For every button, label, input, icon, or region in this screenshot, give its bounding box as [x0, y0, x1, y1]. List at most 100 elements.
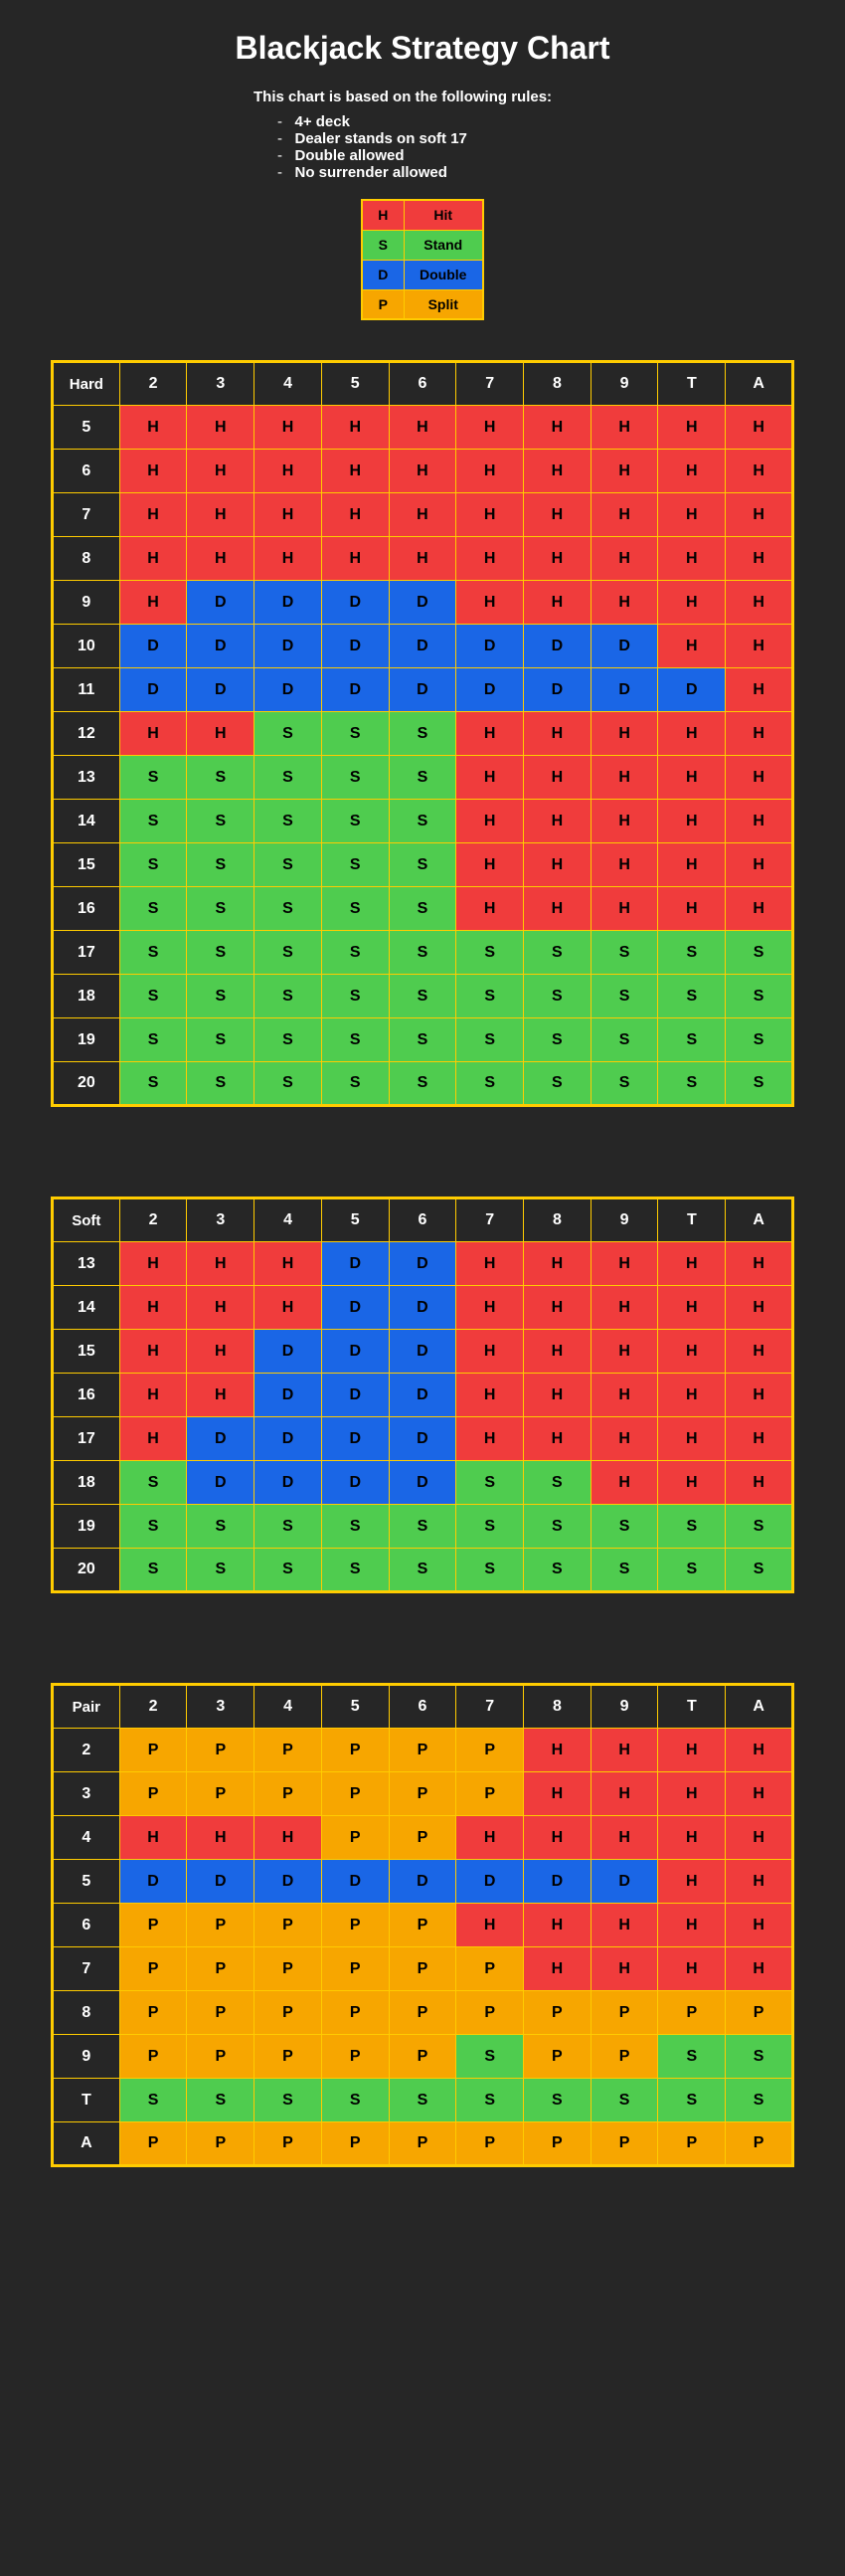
player-row-header: 2 [53, 1729, 120, 1772]
strategy-cell: S [524, 931, 592, 975]
strategy-cell: P [456, 1729, 524, 1772]
strategy-cell: P [187, 2035, 254, 2079]
strategy-cell: H [456, 712, 524, 756]
strategy-cell: S [119, 1505, 187, 1549]
strategy-cell: H [726, 1904, 793, 1947]
strategy-cell: S [119, 800, 187, 843]
player-row-header: 14 [53, 800, 120, 843]
strategy-cell: S [389, 712, 456, 756]
strategy-cell: S [187, 756, 254, 800]
strategy-cell: S [524, 1062, 592, 1106]
strategy-cell: P [389, 1904, 456, 1947]
player-row-header: A [53, 2122, 120, 2166]
strategy-cell: D [187, 1417, 254, 1461]
strategy-cell: S [119, 1461, 187, 1505]
strategy-cell: H [591, 1242, 658, 1286]
strategy-cell: H [726, 668, 793, 712]
strategy-cell: H [658, 800, 726, 843]
strategy-cell: H [591, 581, 658, 625]
player-row-header: 5 [53, 406, 120, 450]
player-row-header: 14 [53, 1286, 120, 1330]
strategy-cell: S [591, 975, 658, 1018]
strategy-cell: S [456, 1461, 524, 1505]
strategy-cell: S [591, 1549, 658, 1592]
strategy-cell: D [658, 668, 726, 712]
strategy-cell: H [591, 406, 658, 450]
dealer-col-header: 5 [321, 362, 389, 406]
strategy-cell: P [254, 2035, 322, 2079]
dealer-col-header: 7 [456, 1685, 524, 1729]
strategy-cell: P [119, 2035, 187, 2079]
strategy-cell: H [726, 493, 793, 537]
strategy-cell: S [321, 800, 389, 843]
strategy-cell: H [187, 537, 254, 581]
strategy-cell: S [254, 1505, 322, 1549]
dealer-col-header: 4 [254, 1685, 322, 1729]
strategy-cell: H [524, 1417, 592, 1461]
strategy-cell: S [524, 2079, 592, 2122]
strategy-cell: P [591, 2122, 658, 2166]
strategy-cell: H [456, 756, 524, 800]
strategy-cell: D [456, 625, 524, 668]
strategy-cell: D [187, 1860, 254, 1904]
strategy-cell: S [321, 843, 389, 887]
dealer-col-header: T [658, 362, 726, 406]
strategy-cell: P [591, 2035, 658, 2079]
strategy-cell: P [321, 2122, 389, 2166]
strategy-cell: S [726, 2035, 793, 2079]
strategy-cell: P [389, 1729, 456, 1772]
strategy-cell: S [726, 1062, 793, 1106]
strategy-cell: H [524, 1374, 592, 1417]
rules-block: This chart is based on the following rul… [254, 89, 592, 181]
strategy-cell: S [119, 887, 187, 931]
strategy-cell: S [254, 1062, 322, 1106]
strategy-cell: S [658, 1549, 726, 1592]
dealer-col-header: 5 [321, 1685, 389, 1729]
strategy-cell: S [321, 931, 389, 975]
strategy-cell: D [119, 668, 187, 712]
dealer-col-header: 2 [119, 1198, 187, 1242]
strategy-cell: H [726, 581, 793, 625]
player-row-header: 17 [53, 1417, 120, 1461]
strategy-cell: D [254, 1860, 322, 1904]
strategy-cell: H [726, 756, 793, 800]
strategy-cell: D [591, 668, 658, 712]
strategy-cell: D [321, 1330, 389, 1374]
strategy-cell: H [524, 537, 592, 581]
strategy-cell: H [591, 1330, 658, 1374]
strategy-cell: P [726, 1991, 793, 2035]
strategy-cell: S [658, 2079, 726, 2122]
strategy-cell: H [456, 1417, 524, 1461]
strategy-table-soft: Soft23456789TA13HHHDDHHHHH14HHHDDHHHHH15… [51, 1196, 794, 1593]
strategy-cell: H [591, 1374, 658, 1417]
strategy-cell: S [658, 1505, 726, 1549]
strategy-cell: D [119, 1860, 187, 1904]
strategy-cell: P [254, 1729, 322, 1772]
strategy-cell: S [254, 975, 322, 1018]
strategy-cell: P [456, 1772, 524, 1816]
strategy-cell: S [726, 1018, 793, 1062]
strategy-cell: H [524, 887, 592, 931]
strategy-cell: H [658, 1816, 726, 1860]
strategy-cell: H [321, 493, 389, 537]
strategy-cell: S [456, 1062, 524, 1106]
strategy-cell: H [591, 1729, 658, 1772]
dealer-col-header: 4 [254, 362, 322, 406]
strategy-cell: D [254, 1461, 322, 1505]
player-row-header: 17 [53, 931, 120, 975]
strategy-cell: H [726, 712, 793, 756]
strategy-cell: H [456, 1242, 524, 1286]
strategy-cell: S [524, 1461, 592, 1505]
strategy-cell: H [456, 1374, 524, 1417]
strategy-cell: D [321, 1242, 389, 1286]
strategy-cell: H [254, 493, 322, 537]
table-corner: Hard [53, 362, 120, 406]
strategy-cell: H [726, 1374, 793, 1417]
strategy-cell: S [321, 1018, 389, 1062]
strategy-cell: H [456, 800, 524, 843]
player-row-header: 18 [53, 1461, 120, 1505]
strategy-cell: P [187, 1772, 254, 1816]
strategy-cell: H [726, 406, 793, 450]
strategy-cell: P [726, 2122, 793, 2166]
player-row-header: T [53, 2079, 120, 2122]
